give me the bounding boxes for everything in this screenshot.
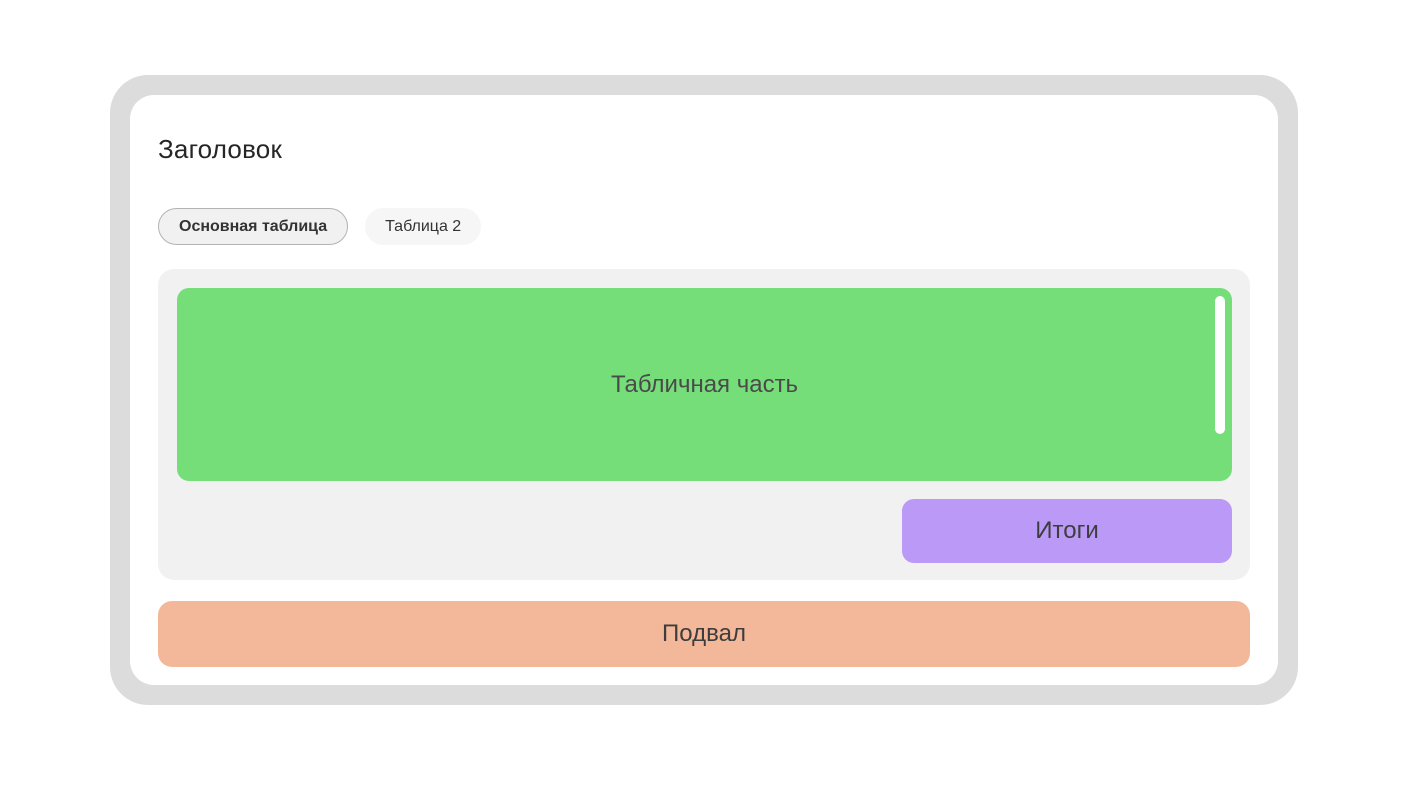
device-frame: Заголовок Основная таблица Таблица 2 Таб… <box>110 75 1298 705</box>
table-part-region: Табличная часть <box>177 288 1232 481</box>
tab-table-2[interactable]: Таблица 2 <box>365 208 482 245</box>
tab-bar: Основная таблица Таблица 2 <box>158 208 1250 245</box>
totals-region: Итоги <box>902 499 1232 563</box>
page-title: Заголовок <box>158 134 283 164</box>
vertical-scrollbar[interactable] <box>1215 296 1225 434</box>
table-part-label: Табличная часть <box>610 370 799 398</box>
footer-label: Подвал <box>662 620 746 647</box>
tab-main-table[interactable]: Основная таблица <box>158 208 349 245</box>
footer-region: Подвал <box>158 601 1250 667</box>
totals-label: Итоги <box>1035 517 1099 544</box>
table-container: Табличная часть Итоги <box>158 269 1250 580</box>
app-window: Заголовок Основная таблица Таблица 2 Таб… <box>130 95 1278 685</box>
